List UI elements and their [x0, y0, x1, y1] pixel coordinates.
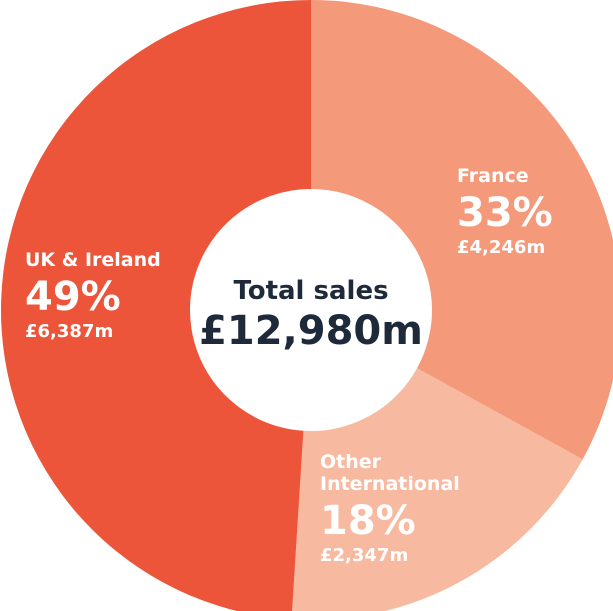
slice-name: France — [457, 165, 529, 187]
slice-name: UK & Ireland — [25, 249, 161, 271]
center-value: £12,980m — [199, 308, 423, 354]
slice-name: Other International — [320, 451, 460, 495]
slice-label: UK & Ireland 49% £6,387m — [25, 249, 190, 343]
slice-amount: £2,347m — [320, 544, 409, 566]
donut-slice — [311, 0, 613, 460]
donut-slice — [1, 0, 311, 611]
slice-label: France 33% £4,246m — [457, 165, 613, 259]
slice-percent: 18% — [320, 497, 416, 544]
slice-percent: 49% — [25, 273, 121, 320]
slice-percent: 33% — [457, 189, 553, 236]
slice-amount: £6,387m — [25, 320, 114, 342]
donut-slice — [292, 368, 583, 611]
center-title: Total sales — [233, 276, 389, 306]
slice-amount: £4,246m — [457, 236, 546, 258]
slice-label: Other International 18% £2,347m — [320, 451, 485, 566]
